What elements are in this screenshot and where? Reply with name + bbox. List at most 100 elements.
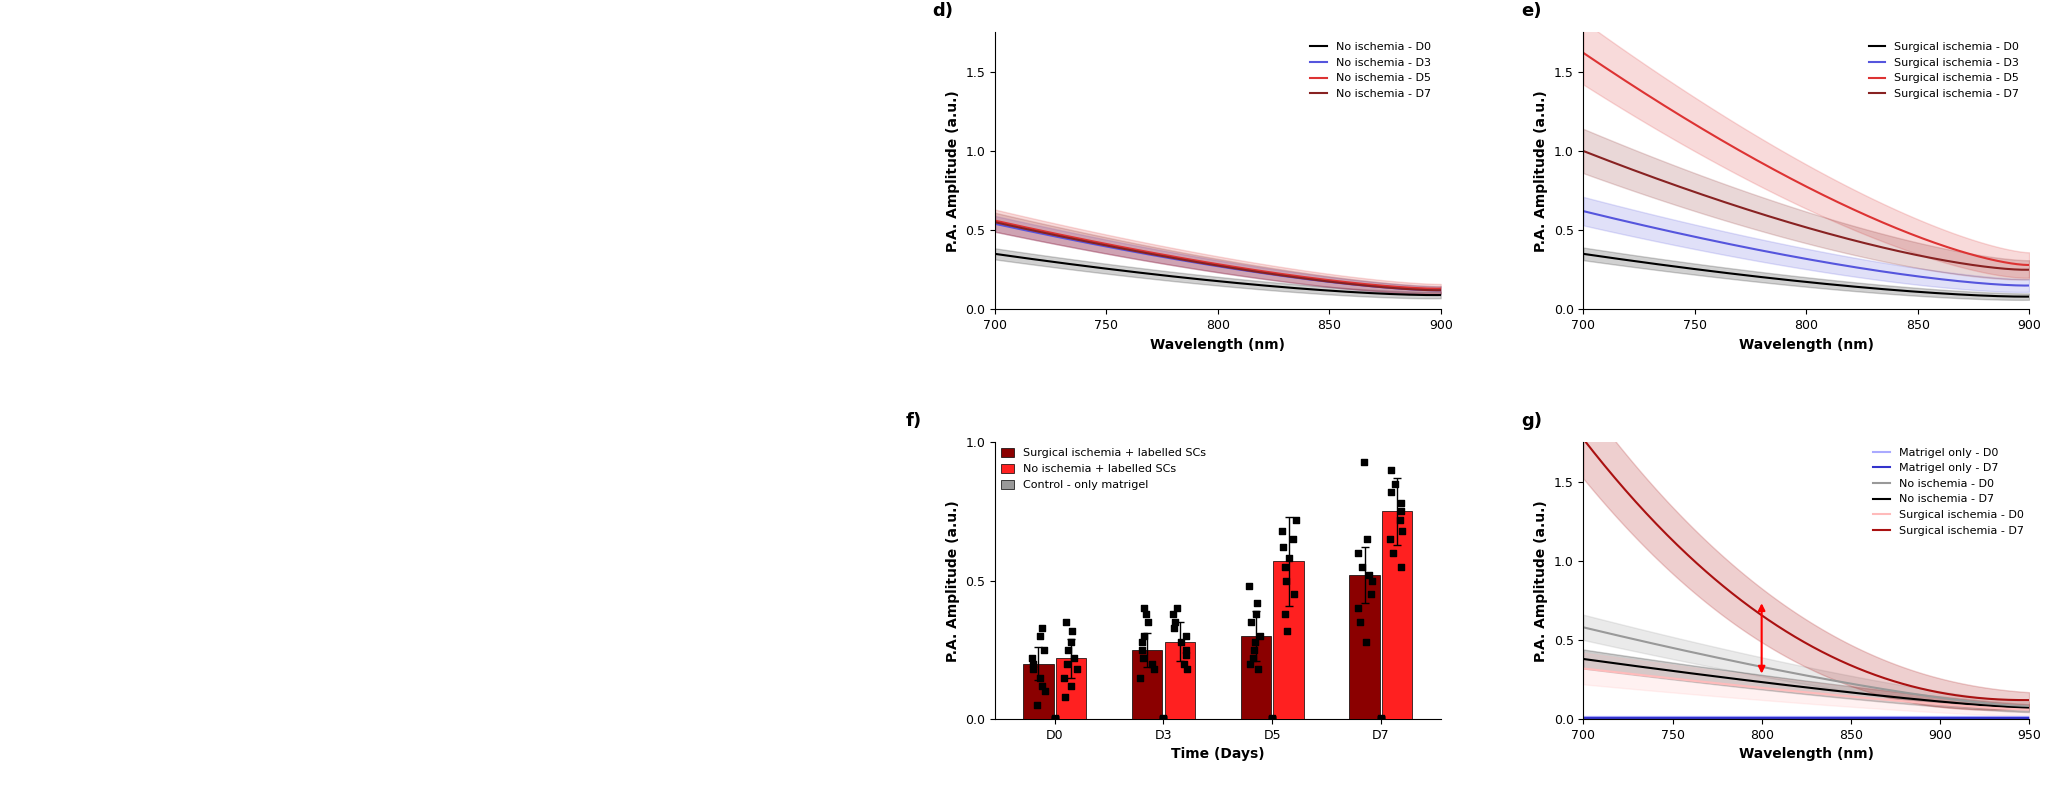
Point bbox=[1240, 608, 1273, 621]
Matrigel only - D0 bbox=[1572, 713, 1596, 722]
Bar bbox=[1273, 562, 1304, 719]
No ischemia - D3 bbox=[1386, 284, 1411, 293]
Point bbox=[1279, 513, 1312, 526]
Legend: Surgical ischemia - D0, Surgical ischemia - D3, Surgical ischemia - D5, Surgical: Surgical ischemia - D0, Surgical ischemi… bbox=[1864, 38, 2023, 103]
Point bbox=[1364, 713, 1397, 726]
Surgical ischemia - D0 bbox=[2013, 292, 2037, 301]
Matrigel only - D7 bbox=[1835, 713, 1860, 722]
Legend: Matrigel only - D0, Matrigel only - D7, No ischemia - D0, No ischemia - D7, Surg: Matrigel only - D0, Matrigel only - D7, … bbox=[1873, 448, 2023, 536]
X-axis label: Time (Days): Time (Days) bbox=[1170, 747, 1265, 761]
Line: Surgical ischemia - D0: Surgical ischemia - D0 bbox=[1584, 668, 2029, 709]
Point bbox=[1244, 629, 1277, 642]
Surgical ischemia - D3 bbox=[1572, 206, 1596, 216]
Point bbox=[1038, 711, 1071, 724]
Surgical ischemia - D0 bbox=[1835, 692, 1860, 701]
Text: d): d) bbox=[933, 2, 954, 19]
Point bbox=[1238, 643, 1271, 656]
No ischemia - D3 bbox=[1246, 267, 1271, 277]
Surgical ischemia - D7 bbox=[1572, 147, 1596, 157]
Point bbox=[1170, 643, 1203, 656]
Legend: Surgical ischemia + labelled SCs, No ischemia + labelled SCs, Control - only mat: Surgical ischemia + labelled SCs, No isc… bbox=[1001, 448, 1205, 490]
Y-axis label: P.A. Amplitude (a.u.): P.A. Amplitude (a.u.) bbox=[1535, 500, 1547, 662]
Point bbox=[1267, 541, 1300, 554]
Point bbox=[1257, 713, 1290, 726]
Point bbox=[1127, 629, 1160, 642]
Point bbox=[1355, 588, 1388, 601]
Point bbox=[1158, 621, 1191, 634]
Line: No ischemia - D3: No ischemia - D3 bbox=[995, 224, 1440, 290]
Point bbox=[1364, 713, 1397, 726]
No ischemia - D5 bbox=[1386, 282, 1411, 292]
Point bbox=[1016, 652, 1049, 665]
Point bbox=[1257, 714, 1290, 727]
Surgical ischemia - D0 bbox=[1572, 249, 1596, 259]
Point bbox=[1018, 663, 1051, 675]
No ischemia - D0 bbox=[1844, 680, 1868, 689]
Point bbox=[1053, 643, 1086, 656]
Point bbox=[1131, 616, 1164, 629]
Surgical ischemia - D7 bbox=[1844, 236, 1868, 246]
Point bbox=[1374, 464, 1407, 477]
No ischemia - D7 bbox=[1426, 285, 1450, 295]
Point bbox=[1156, 608, 1189, 621]
Point bbox=[1384, 497, 1417, 510]
No ischemia - D7 bbox=[1844, 688, 1868, 698]
Matrigel only - D7 bbox=[2017, 713, 2041, 722]
Y-axis label: P.A. Amplitude (a.u.): P.A. Amplitude (a.u.) bbox=[946, 500, 960, 662]
Line: Surgical ischemia - D0: Surgical ischemia - D0 bbox=[1584, 254, 2029, 297]
Point bbox=[1158, 616, 1191, 629]
Point bbox=[1038, 713, 1071, 726]
Surgical ischemia - D5 bbox=[1572, 49, 1596, 59]
Surgical ischemia - D0 bbox=[1976, 291, 2000, 301]
No ischemia - D7 bbox=[1358, 281, 1382, 291]
Surgical ischemia - D3 bbox=[2017, 280, 2041, 290]
No ischemia - D0 bbox=[985, 249, 1009, 259]
Point bbox=[1269, 608, 1302, 621]
Point bbox=[1018, 657, 1051, 670]
Surgical ischemia - D0 bbox=[1835, 281, 1860, 291]
Point bbox=[1364, 713, 1397, 726]
Matrigel only - D7 bbox=[1572, 713, 1596, 722]
Surgical ischemia - D5 bbox=[1976, 254, 2000, 263]
Surgical ischemia - D3 bbox=[2015, 280, 2039, 290]
No ischemia - D7 bbox=[2017, 703, 2041, 713]
No ischemia - D0 bbox=[1246, 280, 1271, 290]
No ischemia - D0 bbox=[1835, 679, 1860, 688]
Point bbox=[1265, 524, 1298, 537]
Line: No ischemia - D7: No ischemia - D7 bbox=[995, 222, 1440, 290]
No ischemia - D3 bbox=[1426, 285, 1450, 295]
No ischemia - D7 bbox=[1248, 267, 1273, 277]
Point bbox=[1038, 715, 1071, 728]
Bar bbox=[1131, 650, 1162, 719]
Surgical ischemia - D5 bbox=[1835, 203, 1860, 213]
Surgical ischemia - D3 bbox=[1976, 279, 2000, 288]
No ischemia - D7 bbox=[1572, 654, 1596, 664]
Surgical ischemia - D3 bbox=[1835, 261, 1860, 271]
Point bbox=[1164, 635, 1197, 648]
No ischemia - D3 bbox=[983, 219, 1007, 229]
Point bbox=[1374, 532, 1407, 545]
Point bbox=[1232, 579, 1265, 592]
Point bbox=[1238, 635, 1271, 648]
Point bbox=[1024, 629, 1057, 642]
No ischemia - D0 bbox=[1428, 290, 1452, 300]
Point bbox=[1384, 505, 1417, 518]
Surgical ischemia - D0 bbox=[1844, 282, 1868, 292]
No ischemia - D5 bbox=[1426, 284, 1450, 293]
Point bbox=[1240, 663, 1273, 675]
No ischemia - D0 bbox=[1572, 623, 1596, 633]
Point bbox=[1051, 616, 1084, 629]
No ischemia - D5 bbox=[1255, 267, 1279, 277]
Surgical ischemia - D0 bbox=[1572, 664, 1596, 674]
Surgical ischemia - D3 bbox=[1844, 263, 1868, 272]
Point bbox=[1351, 532, 1384, 545]
Surgical ischemia - D5 bbox=[2017, 260, 2041, 270]
Point bbox=[1170, 649, 1203, 662]
X-axis label: Wavelength (nm): Wavelength (nm) bbox=[1149, 338, 1285, 351]
No ischemia - D0 bbox=[1835, 678, 1860, 688]
Text: f): f) bbox=[906, 411, 923, 430]
Line: Surgical ischemia - D3: Surgical ischemia - D3 bbox=[1584, 211, 2029, 285]
Point bbox=[1147, 714, 1180, 727]
Bar bbox=[1164, 642, 1195, 719]
Surgical ischemia - D5 bbox=[1947, 246, 1971, 255]
